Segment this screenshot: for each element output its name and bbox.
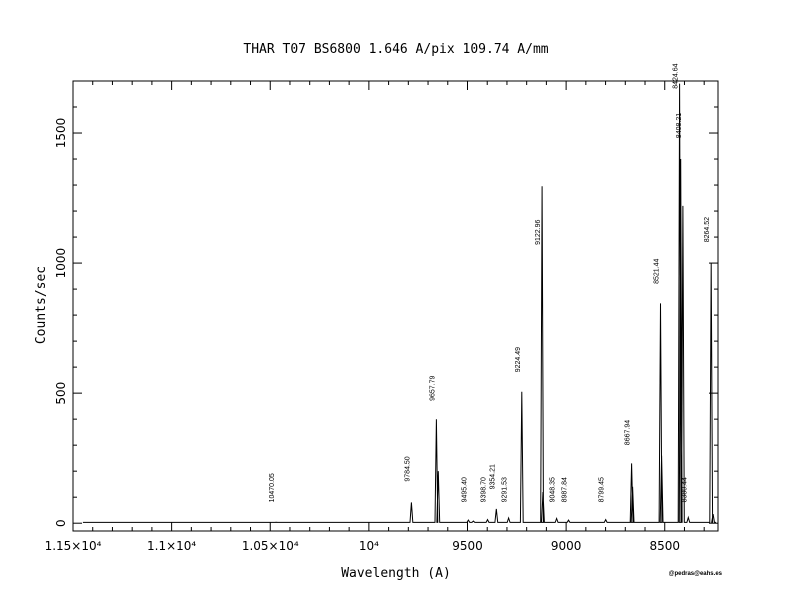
peak-annotation: 9657.79 [429, 375, 436, 400]
peak-annotation: 8424.64 [673, 63, 680, 88]
peak-annotation: 9048.35 [550, 477, 557, 502]
peak-annotation: 9354.21 [489, 464, 496, 489]
peak-annotation: 8799.45 [599, 477, 606, 502]
spectrum-line [82, 83, 716, 523]
peak-annotation: 8987.84 [562, 477, 569, 502]
y-tick-label: 500 [54, 382, 68, 405]
x-tick-label: 1.1×10⁴ [147, 539, 196, 553]
peak-annotation: 9291.53 [502, 477, 509, 502]
peak-annotation: 8380.44 [681, 477, 688, 502]
peak-annotation: 9398.70 [481, 477, 488, 502]
x-axis-label: Wavelength (A) [341, 566, 451, 581]
x-tick-labels: 1.15×10⁴ 1.1×10⁴ 1.05×10⁴ 10⁴ 9500 9000 8500 [45, 539, 680, 553]
y-tick-label: 0 [54, 519, 68, 527]
chart-title: THAR T07 BS6800 1.646 A/pix 109.74 A/mm [243, 42, 548, 57]
axis-ticks [72, 80, 718, 531]
x-tick-label: 1.05×10⁴ [242, 539, 299, 553]
peak-annotation: 9224.49 [515, 347, 522, 372]
peak-annotation: 9495.40 [461, 477, 468, 502]
x-tick-label: 9500 [452, 539, 483, 553]
y-tick-label: 1000 [54, 248, 68, 279]
x-tick-label: 8500 [649, 539, 680, 553]
y-axis-label: Counts/sec [34, 266, 49, 344]
x-tick-label: 9000 [551, 539, 582, 553]
peak-annotation: 9784.50 [404, 456, 411, 481]
x-tick-label: 1.15×10⁴ [45, 539, 102, 553]
peak-annotation: 8667.94 [625, 420, 632, 445]
x-tick-label: 10⁴ [359, 539, 379, 553]
peak-annotation: 8521.44 [654, 258, 661, 283]
peak-annotations: 10470.05 9784.50 9657.79 9495.40 9398.709354… [269, 63, 711, 502]
plot-frame [72, 80, 719, 532]
peak-annotation: 10470.05 [269, 473, 276, 502]
credit-text: @pedras@eahs.es [669, 571, 723, 577]
peak-annotation: 9122.96 [535, 219, 542, 244]
peak-annotation: 8264.52 [704, 217, 711, 242]
y-tick-label: 1500 [54, 118, 68, 149]
peak-annotation: 8408.21 [676, 113, 683, 138]
y-tick-labels: 0 500 1000 1500 [54, 118, 68, 527]
